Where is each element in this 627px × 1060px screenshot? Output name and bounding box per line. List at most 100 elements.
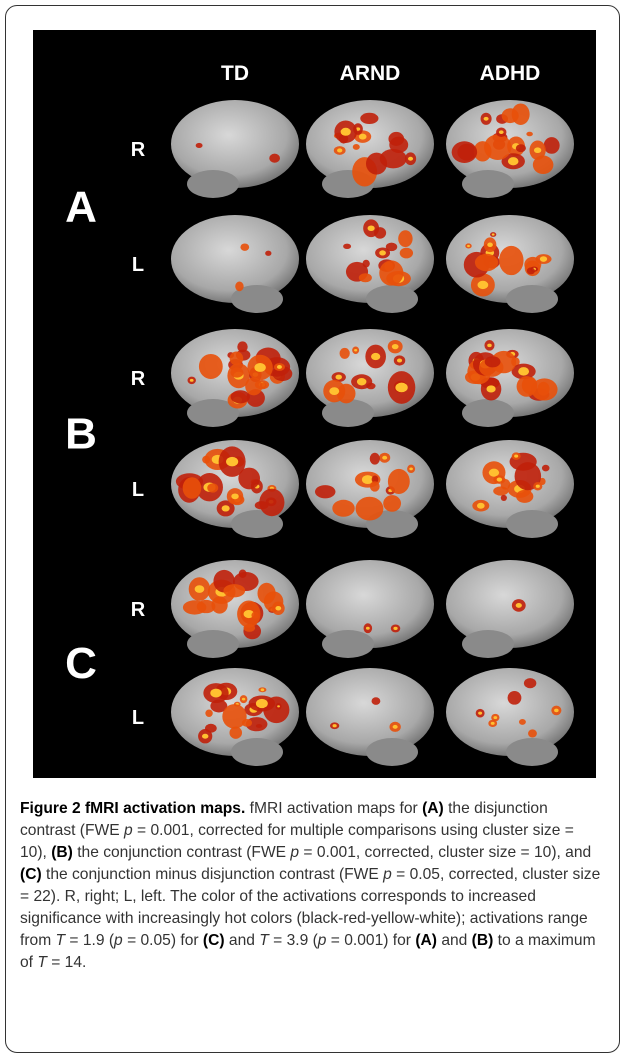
- activation-peak: [275, 606, 281, 610]
- brain-render: [306, 668, 434, 756]
- activation-peak: [393, 627, 397, 630]
- activation-blob: [257, 583, 275, 604]
- activation-peak: [195, 585, 205, 593]
- activation-blob: [230, 367, 243, 377]
- row-label: R: [131, 599, 146, 621]
- activation-blob: [400, 248, 413, 259]
- activation-blob: [235, 282, 243, 292]
- activation-peak: [357, 378, 367, 385]
- caption-symbol: p: [124, 822, 133, 839]
- activation-blob: [255, 501, 269, 509]
- row-label: L: [132, 254, 144, 276]
- activation-peak: [277, 365, 282, 369]
- brain-render: [171, 215, 299, 303]
- activation-blob: [531, 378, 557, 400]
- activation-blob: [542, 465, 550, 472]
- activation-peak: [534, 147, 541, 153]
- column-header: ARND: [340, 62, 401, 85]
- activation-blob: [207, 483, 218, 492]
- brain-render: [446, 560, 574, 648]
- caption-title: Figure 2 fMRI activation maps.: [20, 800, 245, 817]
- activation-blob: [383, 495, 401, 512]
- brain-stem: [506, 285, 558, 313]
- column-header: ADHD: [480, 62, 541, 85]
- activation-peak: [254, 363, 265, 372]
- caption-symbol: T: [56, 932, 66, 949]
- activation-peak: [222, 505, 230, 511]
- activation-peak: [231, 493, 238, 499]
- activation-peak: [210, 689, 221, 698]
- caption-text: = 3.9 (: [269, 932, 318, 949]
- activation-blob: [211, 596, 227, 613]
- activation-peak: [337, 148, 342, 152]
- brain-render: [306, 560, 434, 648]
- activation-blob: [199, 354, 223, 379]
- caption-symbol: T: [37, 954, 47, 971]
- activation-blob: [370, 453, 380, 465]
- activation-blob: [315, 485, 335, 498]
- activation-blob: [372, 697, 381, 705]
- activation-blob: [205, 724, 217, 733]
- activation-peak: [487, 243, 493, 247]
- activation-peak: [491, 722, 495, 725]
- caption-text: the conjunction contrast (FWE: [73, 844, 291, 861]
- brain-stem: [322, 399, 374, 427]
- activation-peak: [492, 233, 495, 235]
- activation-blob: [527, 267, 535, 274]
- activation-peak: [489, 469, 499, 477]
- row-label: L: [132, 707, 144, 729]
- activation-blob: [389, 137, 408, 153]
- activation-peak: [392, 344, 399, 349]
- activation-blob: [183, 477, 202, 499]
- activation-peak: [329, 387, 339, 395]
- caption-text: the conjunction minus disjunction contra…: [42, 866, 383, 883]
- brain-render: [446, 329, 574, 417]
- brain-stem: [462, 630, 514, 658]
- activation-blob: [528, 729, 537, 737]
- caption-symbol: p: [383, 866, 392, 883]
- activation-peak: [393, 725, 398, 729]
- activation-blob: [332, 500, 354, 517]
- activation-blob: [544, 137, 560, 154]
- activation-blob: [370, 481, 380, 491]
- activation-blob: [485, 356, 501, 367]
- brain-stem: [187, 630, 239, 658]
- row-label: R: [131, 139, 146, 161]
- activation-peak: [395, 383, 407, 393]
- activation-blob: [343, 244, 351, 249]
- activation-peak: [333, 724, 337, 727]
- activation-blob: [183, 600, 206, 614]
- activation-blob: [386, 243, 397, 252]
- brain-stem: [462, 399, 514, 427]
- column-header: TD: [221, 62, 249, 85]
- activation-peak: [477, 281, 488, 289]
- activation-peak: [226, 457, 238, 466]
- activation-peak: [261, 688, 265, 691]
- caption-ref: (A): [415, 932, 437, 949]
- activation-peak: [379, 250, 386, 255]
- brain-stem: [506, 738, 558, 766]
- activation-peak: [242, 698, 245, 701]
- activation-peak: [478, 712, 482, 715]
- brain-stem: [506, 510, 558, 538]
- activation-peak: [371, 353, 380, 360]
- activation-blob: [202, 456, 210, 464]
- activation-blob: [245, 377, 262, 395]
- activation-blob: [360, 113, 378, 124]
- activation-peak: [493, 716, 497, 719]
- activation-blob: [524, 678, 536, 688]
- activation-blob: [499, 246, 524, 275]
- caption-text: fMRI activation maps for: [245, 800, 422, 817]
- caption-symbol: p: [114, 932, 123, 949]
- activation-blob: [366, 153, 387, 175]
- activation-blob: [484, 134, 511, 160]
- caption-text: = 0.001, corrected, cluster size = 10), …: [299, 844, 591, 861]
- activation-blob: [388, 469, 410, 494]
- activation-peak: [202, 734, 208, 739]
- activation-blob: [359, 273, 372, 282]
- activation-blob: [475, 254, 498, 271]
- activation-blob: [230, 351, 244, 365]
- activation-blob: [243, 624, 255, 632]
- caption-symbol: p: [290, 844, 299, 861]
